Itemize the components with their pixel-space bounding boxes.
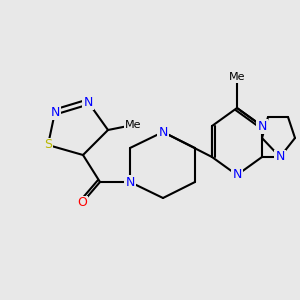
Text: N: N xyxy=(158,125,168,139)
Text: N: N xyxy=(125,176,135,188)
Text: N: N xyxy=(257,119,267,133)
Text: Me: Me xyxy=(125,120,141,130)
Text: O: O xyxy=(77,196,87,209)
Text: N: N xyxy=(50,106,60,118)
Text: N: N xyxy=(275,151,285,164)
Text: N: N xyxy=(232,169,242,182)
Text: N: N xyxy=(83,95,93,109)
Text: S: S xyxy=(44,139,52,152)
Text: Me: Me xyxy=(229,72,245,82)
